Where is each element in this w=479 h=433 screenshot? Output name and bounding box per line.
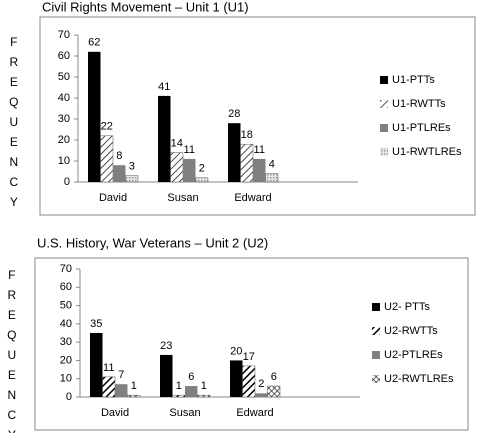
- data-label: 23: [160, 340, 172, 352]
- bar: [183, 158, 196, 182]
- data-label: 11: [254, 144, 265, 156]
- chart-frame: [34, 257, 469, 431]
- y-tick-label: 50: [58, 71, 70, 83]
- y-tick-label: 60: [60, 281, 72, 293]
- y-tick-label: 50: [60, 299, 72, 311]
- data-label: 1: [176, 380, 182, 392]
- bar: [88, 51, 101, 182]
- legend-swatch: [372, 375, 380, 383]
- legend-swatch: [380, 148, 388, 156]
- data-label: 6: [188, 371, 194, 383]
- legend-swatch: [380, 124, 388, 132]
- y-tick-label: 30: [60, 336, 72, 348]
- legend-label: U2- PTTs: [384, 301, 430, 313]
- bar: [228, 123, 241, 182]
- data-label: 2: [258, 378, 264, 390]
- x-tick-label: Susan: [169, 407, 200, 419]
- legend-label: U1-PTTs: [392, 74, 435, 86]
- y-tick-label: 20: [60, 354, 72, 366]
- x-tick-label: Susan: [167, 192, 198, 204]
- bar: [195, 177, 209, 183]
- bar: [267, 385, 281, 398]
- bar: [102, 376, 116, 398]
- x-tick-label: David: [101, 407, 129, 419]
- data-label: 17: [243, 351, 255, 363]
- bar: [125, 175, 139, 183]
- data-label: 4: [269, 159, 275, 171]
- bar: [113, 165, 126, 182]
- data-label: 28: [228, 108, 240, 120]
- bar: [172, 394, 186, 398]
- y-tick-label: 30: [58, 113, 70, 125]
- y-tick-label: 70: [58, 29, 70, 41]
- y-tick-label: 20: [58, 134, 70, 146]
- bar: [158, 95, 171, 182]
- data-label: 35: [90, 318, 102, 330]
- y-tick-label: 40: [58, 92, 70, 104]
- data-label: 11: [103, 362, 114, 374]
- data-label: 8: [116, 150, 122, 162]
- bar: [230, 360, 243, 397]
- bar: [170, 152, 184, 183]
- bar: [115, 384, 128, 397]
- chart-frame: [39, 16, 476, 216]
- y-tick-label: 10: [58, 155, 70, 167]
- data-label: 1: [131, 380, 137, 392]
- data-label: 62: [88, 37, 100, 49]
- bar: [253, 158, 266, 182]
- bar: [160, 354, 173, 397]
- legend-swatch: [372, 351, 380, 359]
- data-label: 6: [271, 371, 277, 383]
- bar: [240, 143, 254, 183]
- bar: [127, 394, 141, 398]
- y-tick-label: 0: [66, 391, 72, 403]
- bar: [265, 173, 279, 183]
- bar: [242, 365, 256, 398]
- data-label: 3: [129, 161, 135, 173]
- y-tick-label: 70: [60, 263, 72, 275]
- data-label: 18: [241, 129, 253, 141]
- bar: [100, 135, 114, 183]
- x-tick-label: Edward: [236, 407, 273, 419]
- legend-label: U2-PTLREs: [384, 349, 443, 361]
- legend-swatch: [372, 303, 380, 311]
- y-tick-label: 60: [58, 50, 70, 62]
- bar: [197, 394, 211, 398]
- legend-label: U1-RWTTs: [392, 98, 446, 110]
- bar: [185, 386, 198, 397]
- legend-swatch: [380, 100, 388, 108]
- data-label: 11: [184, 144, 195, 156]
- data-label: 14: [171, 138, 183, 150]
- legend-label: U1-PTLREs: [392, 122, 451, 134]
- y-axis-label: FREQUENCY: [5, 268, 19, 433]
- legend-label: U2-RWTTs: [384, 325, 438, 337]
- legend-label: U2-RWTLREs: [384, 373, 454, 385]
- bar: [90, 333, 103, 397]
- bar: [255, 393, 268, 397]
- legend-swatch: [372, 327, 380, 335]
- x-tick-label: Edward: [234, 192, 271, 204]
- y-tick-label: 40: [60, 318, 72, 330]
- data-label: 22: [101, 121, 113, 133]
- legend-label: U1-RWTLREs: [392, 146, 462, 158]
- chart-title: U.S. History, War Veterans – Unit 2 (U2): [37, 235, 268, 250]
- y-tick-label: 10: [60, 373, 72, 385]
- x-tick-label: David: [99, 192, 127, 204]
- data-label: 7: [118, 369, 124, 381]
- chart-title: Civil Rights Movement – Unit 1 (U1): [42, 0, 249, 14]
- data-label: 41: [158, 81, 170, 93]
- data-label: 2: [199, 163, 205, 175]
- data-label: 20: [230, 345, 242, 357]
- data-label: 1: [201, 380, 207, 392]
- y-axis-label: FREQUENCY: [7, 35, 21, 215]
- legend-swatch: [380, 76, 388, 84]
- y-tick-label: 0: [64, 176, 70, 188]
